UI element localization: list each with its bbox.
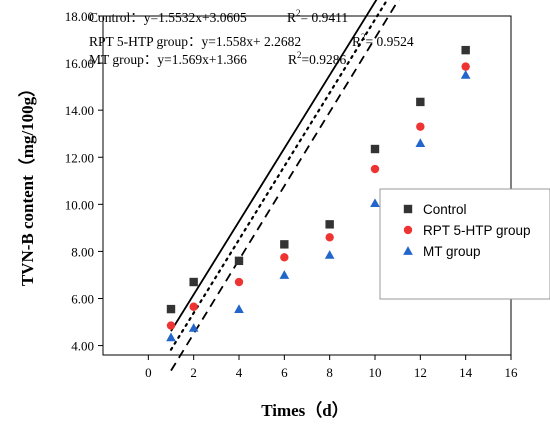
- plot-frame: [102, 15, 512, 356]
- y-tick-label: 16.00: [65, 56, 94, 71]
- plot-border: [102, 15, 512, 356]
- data-point-square: [189, 277, 198, 287]
- data-point-circle: [325, 233, 334, 242]
- data-point-square: [461, 45, 470, 55]
- x-axis-ticks: 0 2 4 6 8 10 12 14 16: [145, 355, 518, 380]
- x-tick-label: 4: [236, 365, 243, 380]
- data-point-triangle: [415, 138, 426, 147]
- fit-line-dashed: [170, 0, 400, 372]
- equation-text: RPT 5-HTP group：y=1.558x+ 2.2682: [89, 34, 301, 49]
- data-point-circle: [370, 164, 380, 174]
- x-axis-title: Times（d）: [261, 400, 349, 420]
- data-point-triangle: [460, 70, 471, 79]
- y-axis-title: TVN-B content（mg/100g）: [17, 80, 37, 286]
- y-tick-label: 10.00: [65, 197, 94, 212]
- data-point-circle: [416, 122, 425, 131]
- x-tick-label: 16: [505, 365, 519, 380]
- data-point-square: [416, 97, 425, 107]
- data-point-triangle: [234, 304, 244, 313]
- legend-marker-circle: [403, 225, 413, 235]
- x-tick-label: 14: [459, 365, 473, 380]
- legend-label: Control: [423, 202, 467, 217]
- x-tick-label: 6: [281, 365, 288, 380]
- y-tick-label: 18.00: [65, 9, 94, 24]
- x-tick-label: 12: [414, 365, 427, 380]
- legend-marker-square: [403, 204, 413, 214]
- data-point-circle: [461, 62, 470, 71]
- fit-line-solid: [170, 0, 378, 332]
- data-point-square: [280, 240, 289, 249]
- fit-lines: [169, 0, 400, 372]
- y-tick-label: 8.00: [71, 244, 94, 259]
- data-point-square: [370, 144, 380, 154]
- x-tick-label: 8: [326, 365, 333, 380]
- data-point-triangle: [370, 198, 380, 208]
- y-tick-label: 14.00: [65, 103, 94, 118]
- y-axis-ticks: 4.00 6.00 8.00 10.00 12.00 14.00 16.00 18.00: [65, 9, 103, 354]
- x-tick-label: 0: [145, 365, 152, 380]
- regression-equations: Control：y=1.5532x+3.0605 R2= 0.9411 RPT 5-…: [89, 8, 414, 67]
- data-point-circle: [166, 321, 176, 330]
- data-markers: [166, 45, 471, 342]
- r-squared-text: R2= 0.9524: [352, 32, 414, 49]
- r-squared-text: R2= 0.9411: [287, 8, 348, 25]
- legend-marker-triangle: [403, 246, 413, 255]
- data-point-circle: [280, 253, 289, 262]
- data-point-triangle: [279, 270, 290, 279]
- data-point-triangle: [324, 250, 335, 259]
- fit-line-dotted: [169, 0, 389, 351]
- data-point-triangle: [188, 323, 199, 332]
- data-point-triangle: [166, 332, 176, 342]
- x-tick-label: 2: [190, 365, 197, 380]
- equation-text: MT group：y=1.569x+1.366: [89, 52, 247, 67]
- equation-text: Control：y=1.5532x+3.0605: [89, 10, 247, 25]
- legend-label: MT group: [423, 244, 481, 259]
- data-point-square: [166, 304, 176, 314]
- data-point-square: [234, 256, 244, 266]
- legend-label: RPT 5-HTP group: [423, 223, 531, 238]
- x-tick-label: 10: [369, 365, 382, 380]
- legend: Control RPT 5-HTP group MT group: [379, 188, 550, 300]
- y-tick-label: 4.00: [71, 339, 94, 354]
- data-point-square: [325, 220, 334, 229]
- y-tick-label: 6.00: [71, 292, 94, 307]
- y-tick-label: 12.00: [65, 150, 94, 165]
- data-point-circle: [234, 277, 244, 287]
- r-squared-text: R2=0.9286: [288, 50, 347, 67]
- data-point-circle: [189, 302, 198, 311]
